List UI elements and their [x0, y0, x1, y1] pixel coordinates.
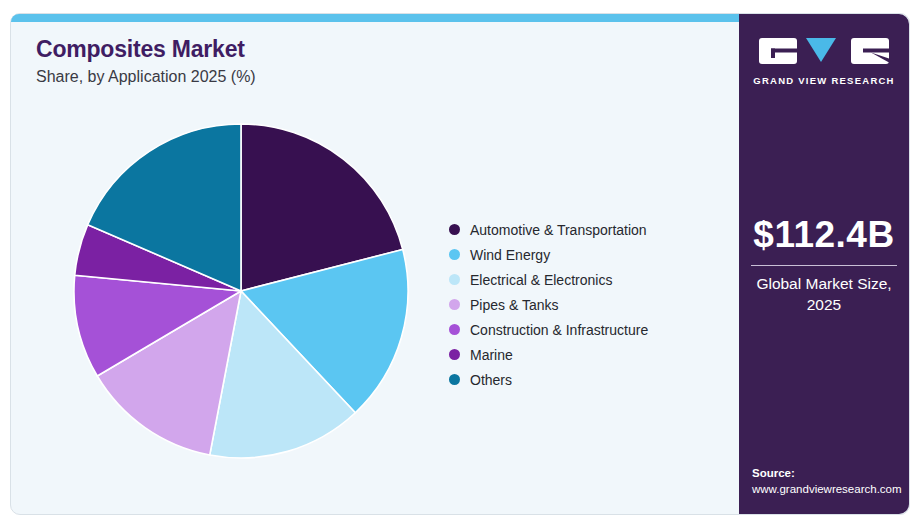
source-url: www.grandviewresearch.com	[752, 481, 902, 498]
market-size-label-line2: 2025	[747, 295, 901, 316]
page-subtitle: Share, by Application 2025 (%)	[36, 68, 256, 86]
legend-color-dot	[449, 249, 460, 260]
source-label: Source:	[752, 465, 902, 482]
legend-label: Others	[470, 372, 512, 388]
legend-label: Pipes & Tanks	[470, 297, 558, 313]
market-size-label-line1: Global Market Size,	[747, 274, 901, 295]
legend-color-dot	[449, 224, 460, 235]
legend-label: Wind Energy	[470, 247, 550, 263]
legend-label: Construction & Infrastructure	[470, 322, 648, 338]
legend-color-dot	[449, 274, 460, 285]
legend-color-dot	[449, 299, 460, 310]
brand-sidebar: GRAND VIEW RESEARCH $112.4B Global Marke…	[739, 14, 909, 514]
legend-color-dot	[449, 374, 460, 385]
market-size-label: Global Market Size, 2025	[747, 274, 901, 316]
legend-label: Marine	[470, 347, 513, 363]
brand-logo: GRAND VIEW RESEARCH	[739, 36, 909, 86]
legend-item-automotive: Automotive & Transportation	[449, 217, 648, 242]
legend-color-dot	[449, 324, 460, 335]
pie-chart	[69, 119, 413, 463]
legend-item-marine: Marine	[449, 342, 648, 367]
accent-stripe	[11, 14, 739, 22]
legend-item-others: Others	[449, 367, 648, 392]
market-size-block: $112.4B Global Market Size, 2025	[739, 214, 909, 316]
logo-g-glyph	[759, 38, 797, 64]
legend-item-pipes-tanks: Pipes & Tanks	[449, 292, 648, 317]
legend-label: Automotive & Transportation	[470, 222, 647, 238]
legend-color-dot	[449, 349, 460, 360]
legend-item-construction: Construction & Infrastructure	[449, 317, 648, 342]
logo-v-triangle	[806, 38, 836, 62]
market-size-value: $112.4B	[747, 214, 901, 256]
source-block: Source: www.grandviewresearch.com	[752, 465, 902, 498]
header: Composites Market Share, by Application …	[36, 36, 256, 86]
divider	[751, 265, 897, 266]
legend-item-electrical: Electrical & Electronics	[449, 267, 648, 292]
legend-item-wind-energy: Wind Energy	[449, 242, 648, 267]
page-title: Composites Market	[36, 36, 256, 63]
gvr-logo-icon	[759, 36, 889, 66]
infographic-card: Composites Market Share, by Application …	[10, 13, 910, 515]
legend-label: Electrical & Electronics	[470, 272, 612, 288]
logo-r-glyph	[851, 38, 889, 64]
chart-legend: Automotive & Transportation Wind Energy …	[449, 217, 648, 392]
brand-name: GRAND VIEW RESEARCH	[739, 75, 909, 86]
